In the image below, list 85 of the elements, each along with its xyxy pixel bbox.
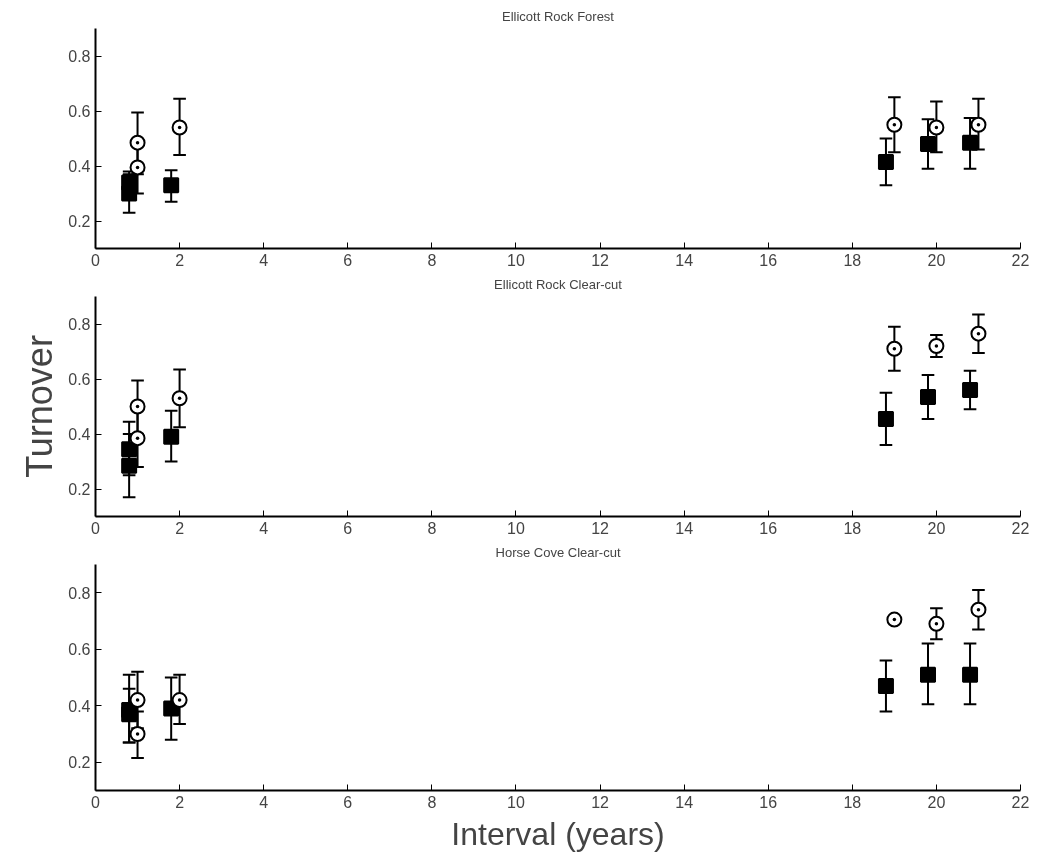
x-tick-label: 0 <box>91 793 101 811</box>
x-tick-label: 2 <box>175 793 185 811</box>
point <box>928 119 945 136</box>
x-tick-label: 12 <box>591 519 610 537</box>
x-tick-label: 4 <box>259 251 269 269</box>
y-axis-title: Turnover <box>19 335 61 478</box>
x-tick-label: 12 <box>591 251 610 269</box>
x-tick-label: 22 <box>1011 251 1030 269</box>
x-tick-label: 16 <box>759 251 778 269</box>
y-tick-label: 0.4 <box>68 426 91 443</box>
point <box>886 116 903 133</box>
x-tick-label: 8 <box>427 793 437 811</box>
x-tick-label: 14 <box>675 519 694 537</box>
point <box>970 325 987 342</box>
x-tick-label: 4 <box>259 519 269 537</box>
y-tick-label: 0.8 <box>68 48 91 65</box>
y-tick-label: 0.2 <box>68 213 91 230</box>
point <box>970 116 987 133</box>
point <box>163 428 180 445</box>
point <box>171 390 188 407</box>
point <box>121 706 138 723</box>
x-tick-label: 6 <box>343 519 353 537</box>
x-tick-label: 10 <box>507 519 525 537</box>
point <box>877 677 894 694</box>
point <box>129 726 146 742</box>
x-tick-label: 18 <box>843 519 862 537</box>
x-tick-label: 4 <box>259 793 269 811</box>
x-tick-label: 16 <box>759 793 778 811</box>
x-tick-label: 0 <box>91 251 101 269</box>
y-tick-label: 0.4 <box>68 158 91 175</box>
x-tick-label: 20 <box>927 519 946 537</box>
x-tick-label: 8 <box>427 251 437 269</box>
y-tick-label: 0.6 <box>68 371 91 388</box>
point <box>920 388 936 405</box>
point <box>928 615 945 632</box>
point <box>886 611 903 628</box>
y-tick-label: 0.6 <box>68 641 91 659</box>
x-tick-label: 14 <box>675 251 694 269</box>
y-tick-label: 0.6 <box>68 103 91 120</box>
x-tick-label: 12 <box>591 793 610 811</box>
point <box>920 666 936 683</box>
point <box>129 430 146 447</box>
x-tick-label: 18 <box>843 251 862 269</box>
point <box>129 398 146 415</box>
chart-title: Ellicott Rock Clear-cut <box>494 276 623 292</box>
x-tick-label: 2 <box>175 251 185 269</box>
point <box>877 410 894 427</box>
y-tick-label: 0.8 <box>68 584 91 602</box>
point <box>970 601 987 618</box>
point <box>171 692 188 709</box>
chart-title: Horse Cove Clear-cut <box>495 544 621 560</box>
x-tick-label: 6 <box>343 251 353 269</box>
x-axis-title: Interval (years) <box>451 815 665 852</box>
y-tick-label: 0.8 <box>68 316 91 333</box>
point <box>962 382 979 398</box>
x-tick-label: 14 <box>675 793 694 811</box>
y-tick-label: 0.4 <box>68 697 91 715</box>
x-tick-label: 8 <box>427 519 437 537</box>
point <box>962 666 979 683</box>
x-tick-label: 18 <box>843 793 862 811</box>
x-tick-label: 22 <box>1011 793 1030 811</box>
y-tick-label: 0.2 <box>68 481 91 498</box>
x-tick-label: 10 <box>507 793 525 811</box>
x-tick-label: 16 <box>759 519 778 537</box>
point <box>928 338 945 354</box>
point <box>163 177 180 194</box>
x-tick-label: 20 <box>927 793 946 811</box>
point <box>171 119 188 136</box>
point <box>920 136 936 152</box>
x-tick-label: 20 <box>927 251 946 269</box>
point <box>962 134 979 151</box>
point <box>121 441 138 458</box>
point <box>121 457 138 474</box>
chart-title: Ellicott Rock Forest <box>502 8 615 24</box>
point <box>129 134 146 151</box>
point <box>121 185 138 202</box>
x-tick-label: 10 <box>507 251 525 269</box>
x-tick-label: 22 <box>1011 519 1030 537</box>
point <box>877 153 894 170</box>
x-tick-label: 2 <box>175 519 185 537</box>
x-tick-label: 0 <box>91 519 101 537</box>
y-tick-label: 0.2 <box>68 754 91 772</box>
point <box>886 340 903 357</box>
point <box>129 692 146 709</box>
x-tick-label: 6 <box>343 793 353 811</box>
